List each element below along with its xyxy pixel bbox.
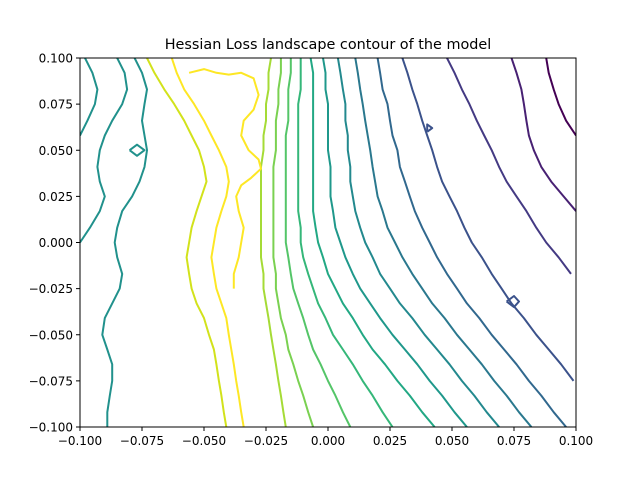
contour-line-5	[297, 58, 394, 427]
contour-line-16	[80, 58, 129, 244]
y-tick-label: −0.025	[29, 282, 73, 296]
x-tick-label: 0.025	[373, 434, 407, 448]
y-tick-label: 0.050	[39, 144, 73, 158]
y-axis: −0.100 −0.075 −0.050 −0.025 0.000 0.025 0.050 0…	[29, 52, 80, 435]
contour-line-21	[188, 68, 262, 289]
x-tick-label: −0.100	[58, 434, 102, 448]
x-tick-label: 0.100	[559, 434, 593, 448]
x-tick-label: −0.050	[182, 434, 226, 448]
x-tick-label: −0.075	[120, 434, 164, 448]
contour-line-18	[128, 143, 146, 157]
contour-line-19	[505, 295, 520, 309]
x-axis: −0.100 −0.075 −0.050 −0.025 0.000 0.025 0.050 0…	[58, 427, 593, 448]
contour-line-13	[510, 58, 576, 212]
contour-line-7	[322, 58, 468, 427]
contour-line-15	[80, 58, 99, 136]
contour-line-8	[336, 58, 500, 427]
contour-line-12	[446, 58, 572, 275]
contour-line-0	[170, 58, 245, 427]
contour-line-17	[101, 58, 148, 427]
y-tick-label: 0.000	[39, 236, 73, 250]
contour-line-1	[146, 58, 228, 427]
contour-line-9	[354, 58, 533, 427]
contour-line-10	[376, 58, 567, 427]
y-tick-label: −0.050	[29, 328, 73, 342]
y-tick-label: 0.025	[39, 190, 73, 204]
y-tick-label: 0.075	[39, 98, 73, 112]
x-tick-label: −0.025	[244, 434, 288, 448]
contour-line-11	[401, 58, 575, 382]
x-tick-label: 0.000	[311, 434, 345, 448]
x-tick-label: 0.075	[497, 434, 531, 448]
y-tick-label: −0.075	[29, 374, 73, 388]
chart-title: Hessian Loss landscape contour of the mo…	[165, 37, 492, 53]
contour-line-20	[426, 123, 434, 133]
y-tick-label: −0.100	[29, 421, 73, 435]
contour-line-6	[309, 58, 436, 427]
y-tick-label: 0.100	[39, 52, 73, 66]
contour-lines	[80, 58, 576, 427]
x-tick-label: 0.050	[435, 434, 469, 448]
contour-line-4	[284, 58, 352, 427]
contour-line-2	[260, 58, 287, 427]
contour-line-14	[545, 58, 576, 137]
contour-line-3	[272, 58, 315, 427]
